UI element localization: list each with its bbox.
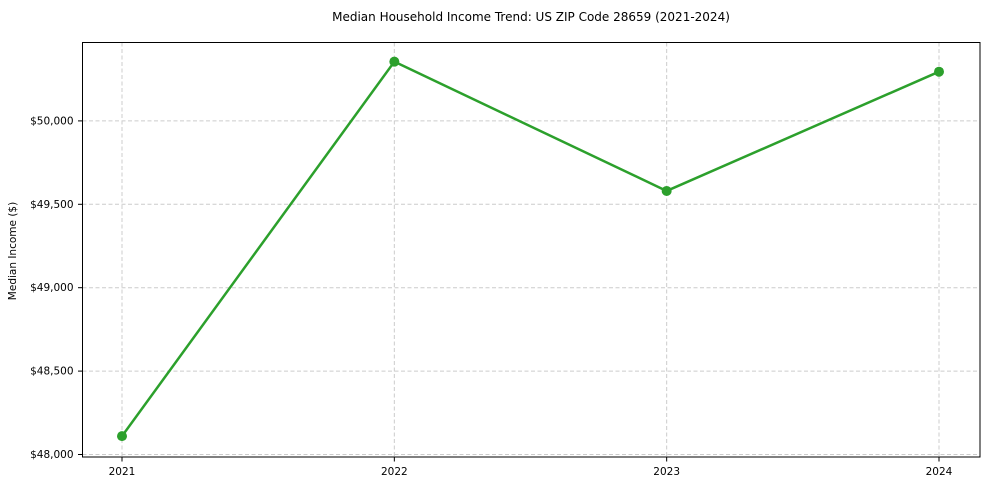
x-tick-label: 2022 xyxy=(381,466,408,478)
data-point-2021 xyxy=(117,431,127,442)
y-axis-label: Median Income ($) xyxy=(7,202,19,300)
y-tick-label: $49,500 xyxy=(30,199,73,211)
data-layer xyxy=(117,56,944,442)
axis-layer: $48,000 $48,500 $49,000 $49,500 $50,000 2021 2… xyxy=(30,42,981,478)
y-tick-label: $50,000 xyxy=(30,115,73,127)
data-point-2024 xyxy=(934,66,944,77)
y-tick-label: $48,500 xyxy=(30,366,73,378)
data-point-2023 xyxy=(661,185,672,196)
chart-title: Median Household Income Trend: US ZIP Co… xyxy=(332,10,730,24)
plot-border xyxy=(82,42,981,458)
y-tick-label: $49,000 xyxy=(30,282,73,294)
x-tick-label: 2023 xyxy=(653,466,680,478)
trend-line xyxy=(120,60,941,438)
grid-layer xyxy=(82,42,980,457)
data-point-2022 xyxy=(389,56,400,67)
x-tick-label: 2024 xyxy=(926,466,953,478)
y-tick-label: $48,000 xyxy=(30,449,73,461)
x-tick-label: 2021 xyxy=(109,466,136,478)
